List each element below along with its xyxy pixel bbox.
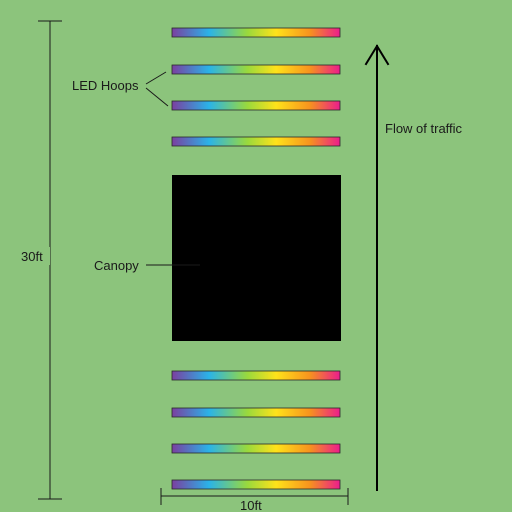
led-hoops [171, 27, 341, 490]
length-label: 30ft [21, 249, 43, 264]
led-hoop [171, 479, 341, 490]
led-hoop [171, 27, 341, 38]
led-hoop [171, 64, 341, 75]
flow-arrow [364, 44, 390, 491]
canopy-label: Canopy [94, 258, 139, 273]
length-label-backdrop [18, 247, 50, 265]
led-hoop [171, 370, 341, 381]
led-hoops-leaders [145, 71, 169, 107]
flow-label: Flow of traffic [385, 121, 463, 136]
led-hoop [171, 443, 341, 454]
led-hoop [171, 407, 341, 418]
canopy [172, 175, 341, 341]
width-label: 10ft [240, 498, 262, 512]
width-dimension [160, 488, 349, 505]
led-hoop [171, 100, 341, 111]
led-hoop [171, 136, 341, 147]
led-hoops-label: LED Hoops [72, 78, 139, 93]
